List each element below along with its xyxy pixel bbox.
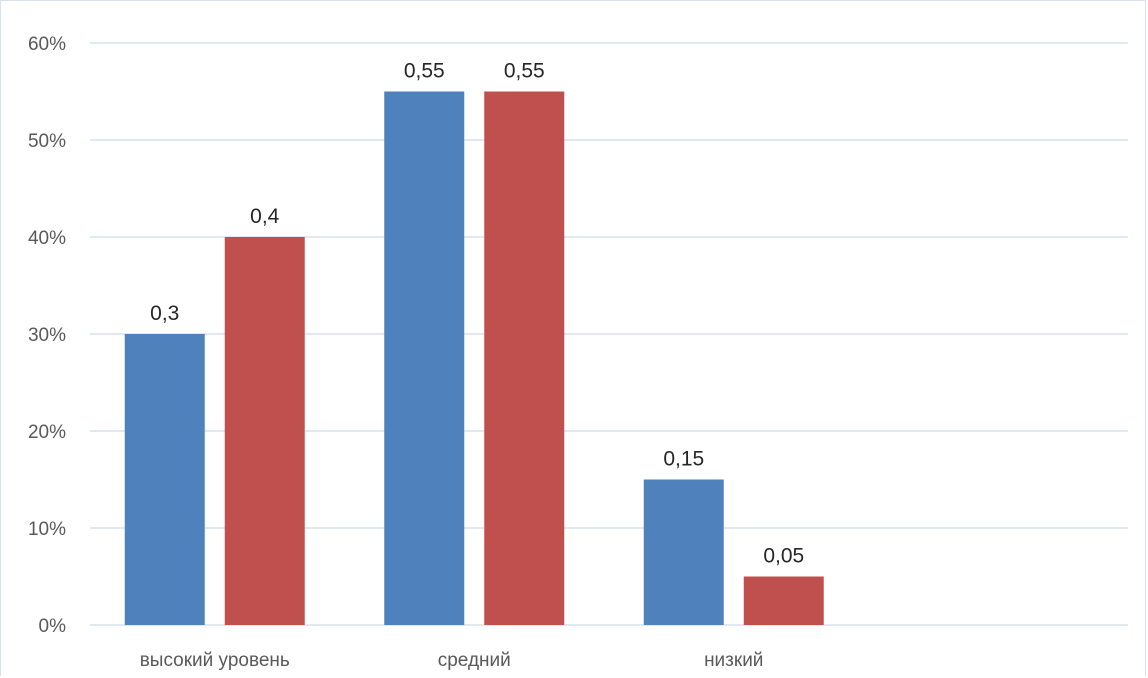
bar — [643, 479, 724, 625]
bar — [743, 576, 824, 625]
data-label: 0,55 — [404, 60, 445, 83]
data-label: 0,15 — [663, 448, 704, 471]
y-tick-label: 0% — [39, 616, 67, 637]
x-category-label: средний — [438, 650, 511, 671]
x-category-label: высокий уровень — [140, 650, 290, 671]
bar — [124, 334, 205, 625]
y-tick-label: 30% — [28, 325, 66, 346]
data-label: 0,55 — [504, 60, 545, 83]
bar — [384, 91, 465, 625]
data-label: 0,4 — [250, 205, 280, 228]
data-label: 0,05 — [763, 545, 804, 568]
y-tick-label: 50% — [28, 131, 66, 152]
bars — [124, 91, 824, 625]
bar — [484, 91, 565, 625]
y-axis-ticks: 0% 10% 20% 30% 40% 50% 60% — [28, 34, 66, 637]
y-tick-label: 10% — [28, 519, 66, 540]
x-axis-categories: высокий уровень средний низкий — [140, 650, 764, 671]
bar — [224, 237, 305, 625]
y-tick-label: 60% — [28, 34, 66, 55]
data-labels: 0,3 0,4 0,55 0,55 0,15 0,05 — [150, 60, 804, 568]
y-tick-label: 40% — [28, 228, 66, 249]
x-category-label: низкий — [704, 650, 763, 671]
data-label: 0,3 — [150, 302, 179, 325]
y-tick-label: 20% — [28, 422, 66, 443]
